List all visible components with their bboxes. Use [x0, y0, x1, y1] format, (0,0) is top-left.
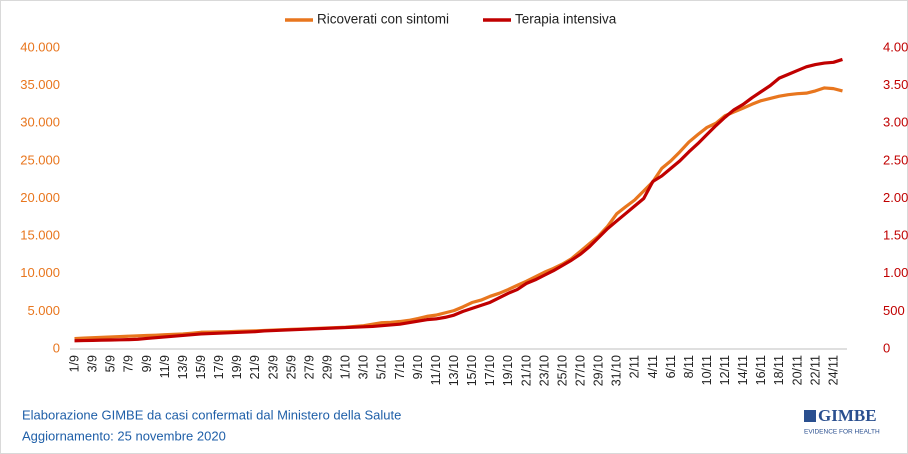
- x-tick-label: 17/9: [212, 355, 226, 379]
- y2-tick-label: 500: [883, 303, 905, 318]
- x-tick-label: 23/10: [537, 355, 551, 386]
- x-tick-label: 29/9: [320, 355, 334, 379]
- x-tick-label: 7/10: [393, 355, 407, 379]
- x-tick-label: 11/9: [158, 355, 172, 378]
- x-tick-label: 23/9: [266, 355, 280, 379]
- y-tick-label: 0: [53, 340, 60, 355]
- x-tick-label: 25/9: [284, 355, 298, 379]
- x-tick-label: 1/9: [68, 355, 82, 372]
- x-tick-label: 8/11: [682, 355, 696, 378]
- x-tick-label: 1/10: [339, 355, 353, 379]
- y-tick-label: 20.000: [20, 190, 60, 205]
- x-tick-label: 27/9: [302, 355, 316, 379]
- x-tick-label: 17/10: [483, 355, 497, 386]
- x-tick-label: 29/10: [592, 355, 606, 386]
- source-note: Elaborazione GIMBE da casi confermati da…: [22, 407, 401, 422]
- y2-tick-label: 1.000: [883, 265, 908, 280]
- logo-name: GIMBE: [818, 406, 877, 425]
- x-tick-label: 19/10: [501, 355, 515, 386]
- x-tick-label: 7/9: [122, 355, 136, 372]
- y2-tick-label: 4.000: [883, 39, 908, 54]
- x-tick-label: 5/9: [104, 355, 118, 372]
- x-tick-label: 2/11: [628, 355, 642, 378]
- y-tick-label: 40.000: [20, 39, 60, 54]
- logo-tagline: EVIDENCE FOR HEALTH: [804, 429, 880, 436]
- x-tick-label: 13/10: [447, 355, 461, 386]
- x-tick-label: 14/11: [736, 355, 750, 385]
- y-tick-label: 30.000: [20, 115, 60, 130]
- line-series: [74, 57, 843, 343]
- x-tick-label: 15/10: [465, 355, 479, 386]
- x-tick-label: 5/10: [375, 355, 389, 379]
- y2-tick-label: 3.000: [883, 115, 908, 130]
- y-tick-label: 5.000: [27, 303, 60, 318]
- y-tick-label: 35.000: [20, 77, 60, 92]
- x-tick-label: 19/9: [230, 355, 244, 379]
- line-series: [74, 86, 843, 341]
- update-note: Aggiornamento: 25 novembre 2020: [22, 428, 226, 443]
- x-tick-label: 24/11: [826, 355, 840, 385]
- y2-tick-label: 3.500: [883, 77, 908, 92]
- x-tick-label: 25/10: [555, 355, 569, 386]
- y-tick-label: 25.000: [20, 152, 60, 167]
- x-tick-label: 31/10: [610, 355, 624, 386]
- x-tick-label: 20/11: [790, 355, 804, 385]
- x-tick-label: 22/11: [808, 355, 822, 385]
- x-tick-label: 4/11: [646, 355, 660, 378]
- x-tick-label: 9/10: [411, 355, 425, 379]
- x-tick-label: 21/9: [248, 355, 262, 379]
- x-tick-label: 16/11: [754, 355, 768, 385]
- logo-icon: [804, 410, 816, 422]
- legend-label: Ricoverati con sintomi: [317, 12, 449, 27]
- x-tick-label: 15/9: [194, 355, 208, 379]
- x-tick-label: 10/11: [700, 355, 714, 385]
- x-tick-label: 6/11: [664, 355, 678, 378]
- x-tick-label: 3/10: [357, 355, 371, 379]
- y2-tick-label: 1.500: [883, 228, 908, 243]
- y2-tick-label: 2.000: [883, 190, 908, 205]
- y2-tick-label: 2.500: [883, 152, 908, 167]
- x-tick-label: 18/11: [772, 355, 786, 385]
- x-tick-label: 9/9: [140, 355, 154, 372]
- legend-label: Terapia intensiva: [515, 12, 617, 27]
- x-tick-label: 27/10: [573, 355, 587, 386]
- x-tick-label: 13/9: [176, 355, 190, 379]
- y-tick-label: 10.000: [20, 265, 60, 280]
- x-tick-label: 11/10: [429, 355, 443, 385]
- y-tick-label: 15.000: [20, 228, 60, 243]
- x-tick-label: 21/10: [519, 355, 533, 386]
- x-tick-label: 12/11: [718, 355, 732, 385]
- y2-tick-label: 0: [883, 340, 890, 355]
- x-tick-label: 3/9: [86, 355, 100, 372]
